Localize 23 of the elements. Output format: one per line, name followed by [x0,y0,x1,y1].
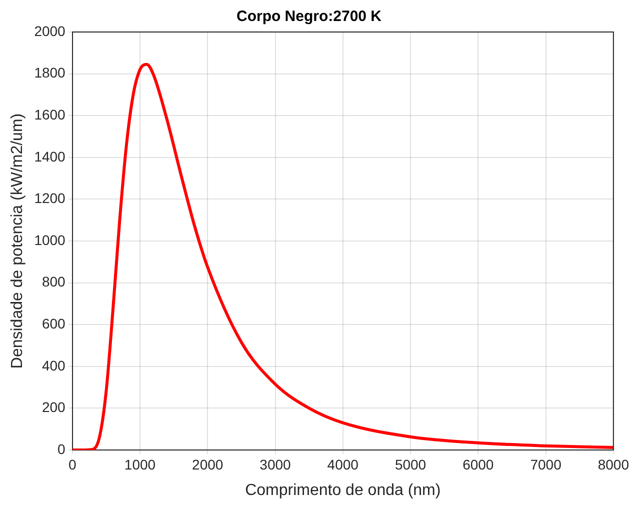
y-tick-label: 1000 [34,232,66,248]
y-tick-label: 200 [42,399,66,416]
x-tick-label: 1000 [124,456,156,472]
x-axis-title: Comprimento de onda (nm) [245,482,441,499]
x-tick-label: 8000 [598,456,630,472]
x-tick-label: 6000 [462,456,494,472]
y-tick-label: 800 [42,274,66,290]
x-tick-label: 5000 [394,456,426,472]
y-tick-label: 1600 [34,106,66,122]
y-tick-label: 0 [58,440,66,457]
y-tick-label: 400 [42,357,66,374]
x-tick-label: 0 [68,456,76,472]
y-tick-label: 600 [42,315,66,332]
y-axis-title: Densidade de potencia (kW/m2/um) [9,113,26,369]
y-tick-label: 1400 [34,148,66,164]
chart-title: Corpo Negro:2700 K [236,8,382,26]
x-tick-label: 3000 [260,456,292,472]
x-tick-label: 4000 [327,456,359,472]
y-tick-label: 1200 [34,190,66,206]
y-tick-label: 2000 [34,22,66,39]
x-tick-label: 7000 [530,456,562,472]
y-tick-label: 1800 [34,64,66,81]
x-tick-label: 2000 [192,456,224,472]
